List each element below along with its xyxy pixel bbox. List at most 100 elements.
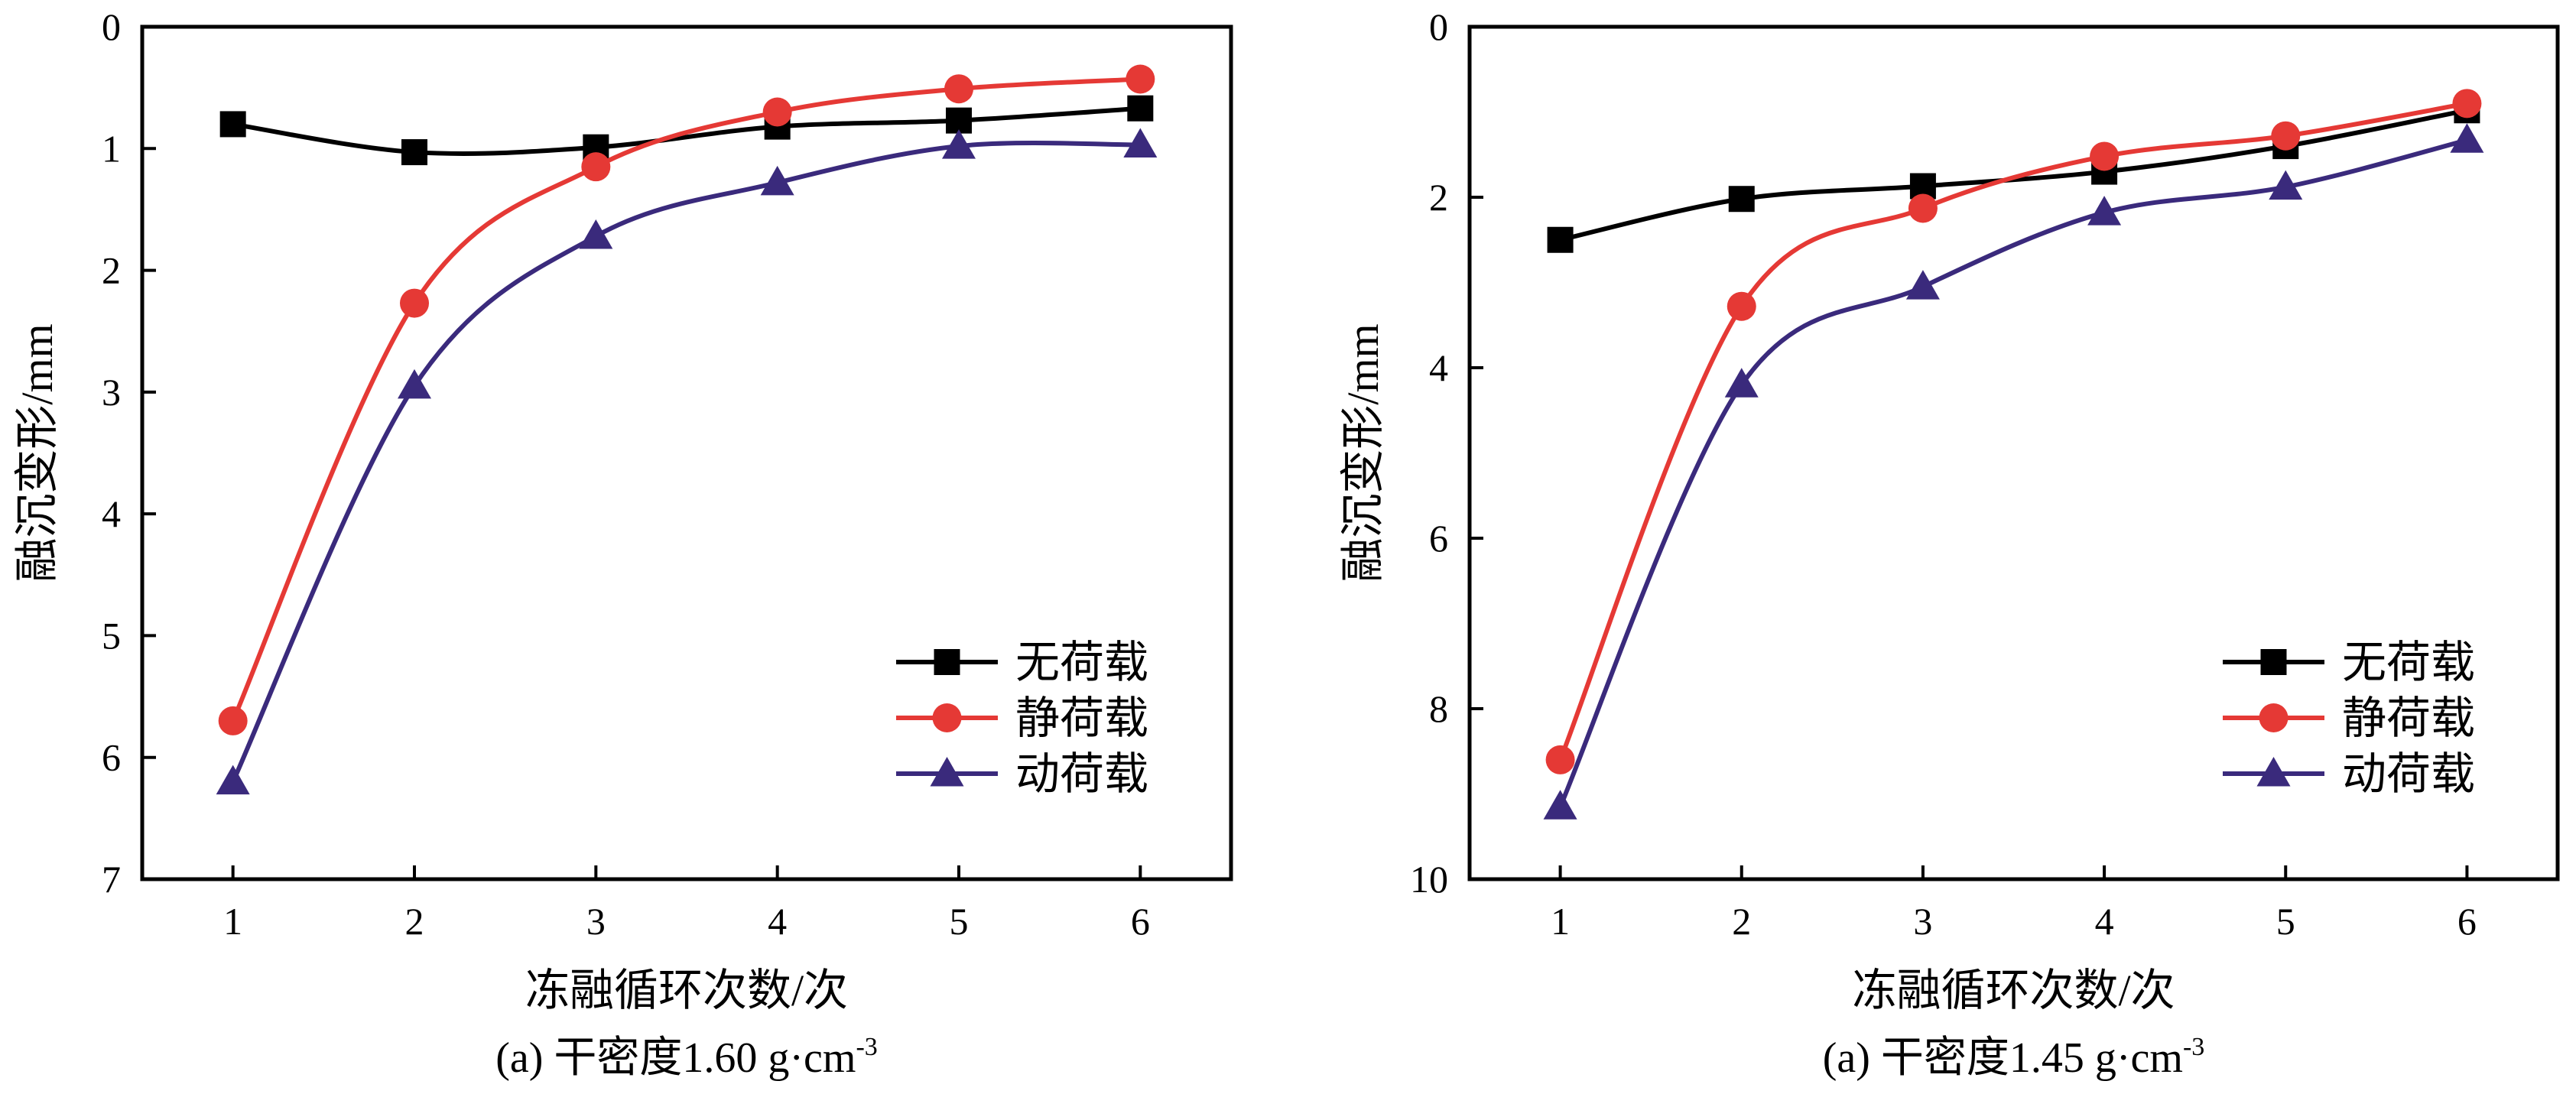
series-circle	[1545, 89, 2482, 774]
legend-item: 静荷载	[2223, 693, 2475, 743]
x-axis-label: 冻融循环次数/次	[1852, 966, 2175, 1015]
plot-frame	[140, 24, 1233, 881]
data-point	[1724, 368, 1759, 398]
series-triangle	[216, 128, 1158, 795]
data-point	[2090, 141, 2120, 171]
chart-dry-density-1-60: 1 2 3 4 5 6 0 1 2 3 4 5 6 7 冻融循环次数/次 融沉变形/mm (a) 干密度1.60…	[12, 5, 1233, 1082]
data-point	[1908, 193, 1938, 223]
data-point	[1545, 745, 1575, 774]
data-point	[1127, 95, 1154, 122]
y-tick-label: 6	[102, 736, 121, 779]
data-point	[762, 97, 792, 127]
data-point	[1126, 64, 1155, 94]
legend-swatch-marker	[932, 703, 962, 732]
x-tick-label: 3	[1913, 900, 1932, 943]
x-tick-label: 4	[2095, 900, 2114, 943]
data-point	[398, 368, 431, 399]
x-tick-label: 2	[405, 900, 424, 943]
legend-item: 静荷载	[896, 693, 1148, 743]
legend-swatch-marker	[930, 757, 964, 787]
data-point	[1543, 790, 1577, 820]
data-point	[946, 107, 972, 134]
data-point	[942, 129, 976, 159]
data-point	[944, 74, 973, 104]
y-tick-label: 1	[102, 127, 121, 170]
legend-item: 无荷载	[2223, 638, 2475, 687]
data-point	[1727, 291, 1756, 321]
chart-dry-density-1-45: 1 2 3 4 5 6 0 2 4 6 8 10 冻融循环次数/次 融沉变形/mm (a) 干密度1.45 …	[1338, 5, 2560, 1082]
data-point	[1905, 270, 1940, 300]
caption-superscript: -3	[856, 1033, 877, 1061]
series-circle	[218, 64, 1155, 735]
data-point	[2269, 170, 2303, 200]
x-tick-label: 6	[1131, 900, 1150, 943]
data-point	[218, 706, 248, 735]
series-line	[230, 141, 1141, 783]
legend-swatch-marker	[2260, 649, 2287, 675]
y-tick-label: 8	[1429, 687, 1448, 730]
x-tick-label: 3	[586, 900, 606, 943]
data-point	[401, 139, 427, 166]
data-point	[2450, 123, 2484, 153]
y-tick-label: 0	[1429, 5, 1448, 48]
caption-main: (a) 干密度1.60 g·cm	[495, 1034, 856, 1082]
y-axis-label: 融沉变形/mm	[1338, 323, 1388, 582]
data-point	[581, 152, 611, 182]
x-tick-label: 1	[1551, 900, 1570, 943]
y-tick-label: 2	[102, 249, 121, 292]
data-point	[579, 219, 613, 249]
figure-caption: (a) 干密度1.45 g·cm-3	[1823, 1033, 2205, 1082]
x-axis-label: 冻融循环次数/次	[525, 966, 848, 1015]
data-point	[216, 765, 250, 795]
figure-caption: (a) 干密度1.60 g·cm-3	[495, 1033, 878, 1082]
x-tick-label: 2	[1732, 900, 1751, 943]
x-tick-label: 6	[2457, 900, 2477, 943]
y-tick-label: 7	[102, 858, 121, 901]
x-tick-label: 5	[950, 900, 969, 943]
legend-label: 静荷载	[2342, 693, 2475, 743]
x-tick-label: 5	[2276, 900, 2295, 943]
data-point	[1123, 128, 1158, 158]
y-tick-label: 5	[102, 614, 121, 657]
y-tick-label: 2	[1429, 176, 1448, 219]
y-tick-label: 4	[1429, 346, 1448, 389]
legend-label: 静荷载	[1015, 693, 1148, 743]
legend-item: 无荷载	[896, 638, 1148, 687]
legend-label: 动荷载	[2342, 749, 2475, 799]
data-point	[2271, 121, 2301, 151]
legend-label: 动荷载	[1015, 749, 1148, 799]
data-point	[219, 111, 246, 138]
series-line	[230, 76, 1141, 722]
series-line	[232, 106, 1141, 156]
data-point	[1547, 226, 1574, 253]
series-line	[1558, 138, 2468, 808]
legend-label: 无荷载	[1015, 638, 1148, 687]
data-point	[2087, 196, 2122, 226]
series-triangle	[1543, 123, 2484, 820]
legend-item: 动荷载	[2223, 749, 2475, 799]
x-tick-label: 4	[768, 900, 787, 943]
x-tick-label: 1	[223, 900, 242, 943]
y-axis-label: 融沉变形/mm	[12, 323, 62, 582]
y-tick-label: 3	[102, 371, 121, 414]
legend-swatch-marker	[934, 649, 960, 675]
caption-main: (a) 干密度1.45 g·cm	[1823, 1034, 2183, 1082]
legend-item: 动荷载	[896, 749, 1148, 799]
legend-swatch-marker	[2256, 757, 2291, 787]
y-tick-label: 0	[102, 5, 121, 48]
data-point	[760, 165, 794, 196]
legend-label: 无荷载	[2342, 638, 2475, 687]
y-tick-label: 10	[1410, 858, 1448, 901]
data-point	[1728, 186, 1755, 213]
data-point	[2452, 89, 2482, 118]
y-tick-label: 6	[1429, 517, 1448, 560]
y-tick-label: 4	[102, 492, 121, 535]
series-square	[219, 95, 1154, 166]
data-point	[400, 288, 429, 318]
series-line	[1558, 101, 2467, 761]
caption-superscript: -3	[2183, 1033, 2204, 1061]
legend-swatch-marker	[2259, 703, 2289, 732]
